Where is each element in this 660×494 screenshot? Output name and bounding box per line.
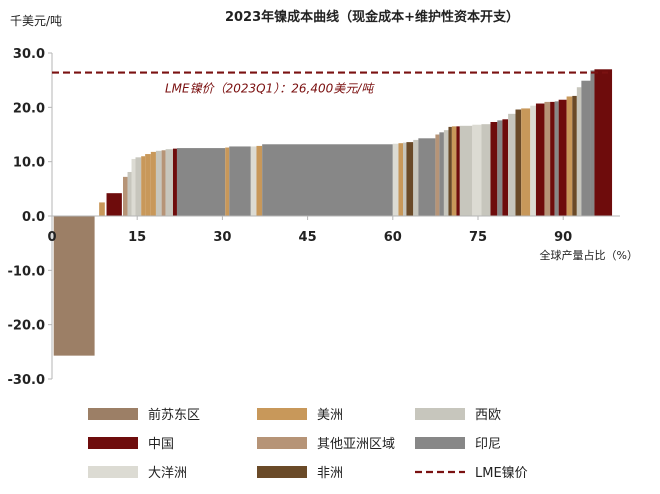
bars-layer (53, 69, 613, 356)
y-axis-unit: 千美元/吨 (10, 14, 62, 28)
cost-bar-42 (530, 105, 536, 216)
cost-bar-16 (225, 147, 230, 216)
cost-bar-27 (435, 134, 440, 216)
x-axis-label: 全球产量占比（%） (540, 248, 638, 262)
chart-title: 2023年镍成本曲线（现金成本+维护性资本开支） (225, 9, 519, 25)
legend-swatch (257, 408, 307, 420)
x-tick-label: 60 (384, 230, 402, 245)
cost-bar-40 (515, 109, 522, 216)
legend-swatch (415, 437, 465, 449)
y-tick-label: 20.0 (13, 101, 45, 116)
cost-bar-49 (572, 95, 577, 216)
cost-bar-46 (554, 101, 559, 216)
legend-label: LME镍价 (475, 466, 528, 481)
cost-bar-43 (535, 103, 545, 216)
y-tick-label: 0.0 (22, 210, 45, 225)
cost-bar-17 (229, 146, 251, 216)
cost-bar-37 (497, 120, 503, 216)
y-axis-ticks: 30.0 20.0 10.0 0.0 -10.0 -20.0 -30.0 (8, 47, 52, 388)
cost-bar-47 (558, 99, 567, 216)
cost-bar-9 (145, 154, 151, 216)
legend-label: 非洲 (317, 466, 343, 481)
cost-bar-30 (448, 126, 452, 216)
x-tick-label: 0 (47, 230, 56, 245)
legend-swatch (88, 408, 138, 420)
cost-bar-32 (456, 126, 460, 216)
legend-label: 大洋洲 (148, 466, 187, 481)
cost-bar-7 (135, 157, 142, 216)
cost-bar-45 (550, 101, 555, 216)
x-tick-label: 90 (554, 230, 572, 245)
cost-bar-3 (106, 193, 122, 216)
legend-swatch (257, 437, 307, 449)
y-tick-label: 10.0 (13, 156, 45, 171)
x-axis-ticks: 0 15 30 45 60 75 90 (47, 216, 572, 245)
x-tick-label: 75 (469, 230, 487, 245)
legend-swatch (88, 437, 138, 449)
legend-label: 西欧 (475, 408, 501, 423)
cost-bar-4 (123, 176, 128, 216)
cost-bar-52 (590, 70, 595, 216)
cost-bar-41 (521, 108, 531, 216)
cost-bar-13 (165, 149, 173, 216)
legend-label: 其他亚洲区域 (317, 437, 395, 452)
cost-bar-48 (566, 96, 573, 216)
cost-bar-29 (443, 130, 449, 216)
cost-bar-39 (508, 113, 516, 216)
x-tick-label: 15 (128, 230, 146, 245)
y-tick-label: -20.0 (8, 319, 45, 334)
cost-bar-5 (127, 171, 132, 216)
cost-bar-14 (172, 148, 177, 216)
legend-swatch (257, 466, 307, 478)
x-tick-label: 45 (299, 230, 317, 245)
cost-bar-31 (451, 126, 457, 216)
legend-label: 美洲 (317, 408, 343, 423)
cost-bar-25 (413, 139, 419, 216)
cost-bar-21 (392, 143, 399, 216)
legend-swatch (88, 466, 138, 478)
cost-bar-8 (141, 156, 146, 216)
cost-bar-18 (250, 146, 257, 216)
cost-bar-20 (262, 144, 393, 216)
cost-bar-2 (99, 202, 105, 216)
cost-bar-44 (544, 101, 551, 216)
cost-bar-22 (398, 143, 404, 216)
legend-label: 前苏东区 (148, 407, 200, 423)
legend-label: 印尼 (475, 437, 501, 452)
cost-bar-19 (256, 145, 263, 216)
cost-bar-11 (155, 150, 162, 216)
y-tick-label: -10.0 (8, 264, 45, 279)
cost-bar-26 (418, 138, 436, 216)
legend-swatch (415, 408, 465, 420)
y-tick-label: -30.0 (8, 373, 45, 388)
cost-bar-12 (161, 150, 166, 216)
cost-bar-36 (490, 122, 498, 216)
cost-bar-38 (502, 119, 509, 216)
lme-price-annotation: LME镍价（2023Q1）：26,400美元/吨 (165, 82, 375, 96)
cost-bar-51 (581, 80, 591, 217)
cost-bar-24 (406, 142, 414, 216)
legend-label: 中国 (148, 437, 174, 452)
y-tick-label: 30.0 (13, 47, 45, 62)
x-tick-label: 30 (213, 230, 231, 245)
cost-bar-10 (150, 151, 156, 216)
cost-bar-53 (594, 69, 613, 216)
cost-bar-23 (403, 142, 407, 216)
cost-bar-6 (131, 158, 136, 216)
cost-bar-34 (472, 124, 482, 216)
cost-bar-33 (459, 125, 473, 216)
cost-bar-35 (481, 124, 491, 216)
cost-bar-28 (439, 132, 444, 216)
cost-bar-50 (576, 87, 582, 216)
cost-bar-15 (176, 148, 226, 216)
cost-bar-1 (53, 216, 95, 356)
